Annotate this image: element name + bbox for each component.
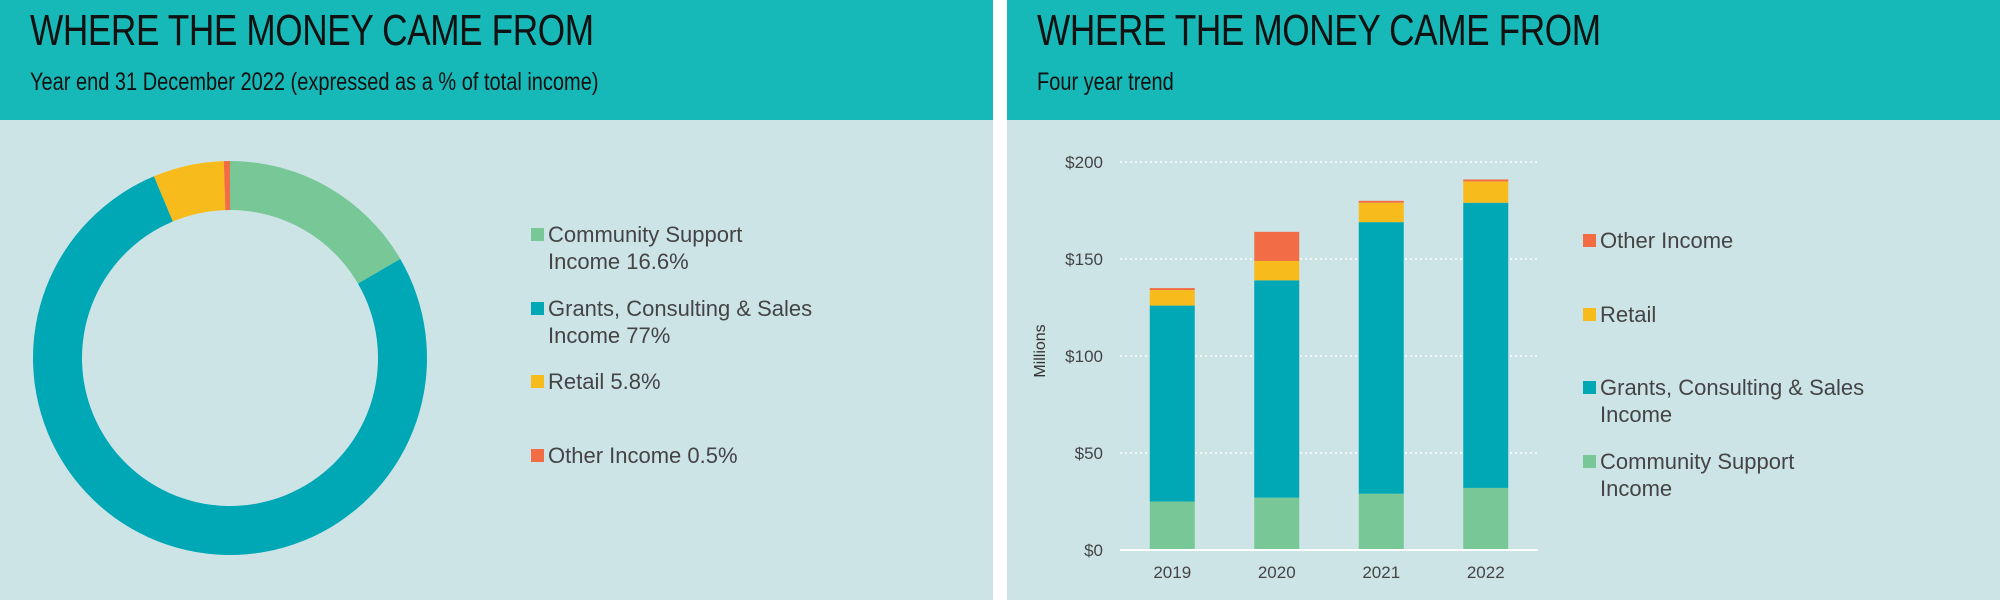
bar-segment-grants-consulting-sales-income-2019 [1149,305,1195,502]
legend-label: Retail 5.8% [548,368,661,395]
legend-swatch [531,449,544,462]
bar-segment-other-income-2019 [1149,288,1195,291]
right-header: WHERE THE MONEY CAME FROM Four year tren… [1007,0,2000,120]
donut-legend-item-grants-consulting-sales: Grants, Consulting & Sales Income 77% [531,295,812,349]
left-header: WHERE THE MONEY CAME FROM Year end 31 De… [0,0,993,120]
legend-label-line1: Retail 5.8% [548,369,661,394]
left-title: WHERE THE MONEY CAME FROM [30,6,594,55]
stacked-bar-chart: $0 $50 $100 $150 $200 Millions 2019 2020 2021 202… [1032,153,1538,582]
legend-label: Other Income 0.5% [548,442,738,469]
y-tick-label: $0 [1084,541,1103,560]
left-panel: WHERE THE MONEY CAME FROM Year end 31 De… [0,0,993,600]
y-tick-label: $100 [1065,347,1103,366]
legend-label-line2: Income [1600,476,1673,501]
legend-swatch [531,228,544,241]
bar-legend-item-grants-consulting-sales: Grants, Consulting & Sales Income [1583,374,1864,428]
donut-legend-item-other-income-0-5: Other Income 0.5% [531,442,738,469]
right-panel: WHERE THE MONEY CAME FROM Four year tren… [1007,0,2000,600]
legend-label: Retail [1600,301,1656,328]
legend-label-line2: Income 16.6% [548,249,689,274]
legend-label: Grants, Consulting & Sales Income [1600,374,1864,428]
legend-label-line2: Income [1600,402,1673,427]
legend-label-line1: Other Income [1600,228,1734,253]
legend-label: Other Income [1600,227,1733,254]
bar-segment-retail-2020 [1254,260,1300,281]
legend-label: Community Support Income [1600,448,1794,502]
bar-segment-grants-consulting-sales-income-2021 [1358,222,1404,494]
legend-label-line1: Community Support [548,222,743,247]
right-title: WHERE THE MONEY CAME FROM [1037,6,1601,55]
bar-segment-grants-consulting-sales-income-2020 [1254,280,1300,498]
legend-label-line1: Community Support [1600,449,1795,474]
legend-label-line2: Income 77% [548,323,671,348]
legend-swatch [531,375,544,388]
bar-segment-community-support-income-2021 [1358,493,1404,550]
bar-segment-grants-consulting-sales-income-2022 [1463,202,1509,488]
donut-slice-community-support-income [230,161,401,284]
x-tick-label: 2019 [1153,563,1191,582]
bar-segment-retail-2022 [1463,181,1509,203]
bar-legend-item-retail: Retail [1583,301,1656,328]
bar-segment-community-support-income-2020 [1254,497,1300,550]
y-tick-label: $50 [1075,444,1103,463]
legend-label-line1: Other Income 0.5% [548,443,738,468]
y-tick-label: $200 [1065,153,1103,172]
y-tick-label: $150 [1065,250,1103,269]
donut-chart [33,161,428,555]
donut-slice-other-income [223,161,230,211]
bar-segment-other-income-2021 [1358,200,1404,203]
left-subtitle: Year end 31 December 2022 (expressed as … [30,68,599,96]
legend-label-line1: Retail [1600,302,1657,327]
legend-label-line1: Grants, Consulting & Sales [1600,375,1865,400]
legend-label: Grants, Consulting & Sales Income 77% [548,295,812,349]
right-subtitle: Four year trend [1037,68,1174,96]
legend-swatch [531,302,544,315]
legend-swatch [1583,308,1596,321]
bar-segment-other-income-2022 [1463,179,1509,182]
bar-segment-community-support-income-2022 [1463,487,1509,550]
bar-segment-retail-2021 [1358,202,1404,223]
legend-label: Community Support Income 16.6% [548,221,742,275]
legend-label-line1: Grants, Consulting & Sales [548,296,813,321]
legend-swatch [1583,455,1596,468]
x-tick-label: 2022 [1467,563,1505,582]
bar-legend-item-other-income: Other Income [1583,227,1733,254]
bar-segment-retail-2019 [1149,290,1195,306]
x-tick-label: 2021 [1362,563,1400,582]
bar-legend-item-community-support: Community Support Income [1583,448,1794,502]
bar-segment-other-income-2020 [1254,231,1300,261]
donut-legend-item-community-support: Community Support Income 16.6% [531,221,742,275]
donut-slice-retail [153,161,226,222]
y-axis-label: Millions [1032,324,1049,377]
legend-swatch [1583,234,1596,247]
legend-swatch [1583,381,1596,394]
donut-legend-item-retail-5-8: Retail 5.8% [531,368,661,395]
bar-segment-community-support-income-2019 [1149,501,1195,550]
x-tick-label: 2020 [1258,563,1296,582]
